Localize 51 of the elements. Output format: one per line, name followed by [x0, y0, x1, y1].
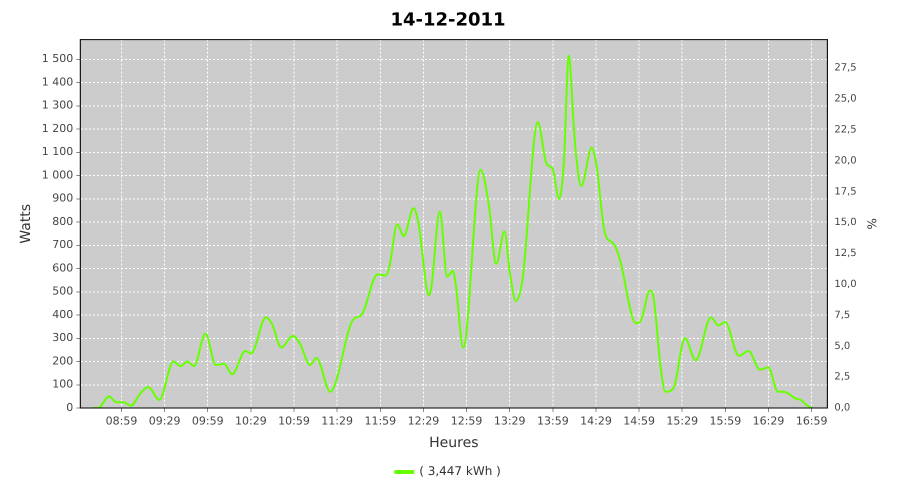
y-tick-label: 300	[52, 331, 74, 344]
y2-tick-label: 25,0	[834, 94, 857, 105]
y2-tick-label: 2,5	[834, 372, 850, 383]
y2-tick-label: 20,0	[834, 155, 857, 166]
y-tick-label: 200	[52, 354, 74, 368]
y-tick-label: 1 200	[42, 122, 74, 135]
y2-axis-title: %	[864, 218, 879, 230]
y2-tick-label: 27,5	[834, 62, 857, 74]
y-tick-label: 1 100	[42, 145, 74, 158]
y-tick-label: 700	[52, 238, 74, 252]
x-tick-label: 11:29	[321, 414, 354, 428]
x-tick-label: 16:29	[752, 414, 784, 428]
y-tick-label: 0	[66, 400, 74, 414]
x-tick-label: 14:59	[623, 414, 655, 428]
x-tick-label: 15:29	[666, 414, 698, 428]
y-tick-label: 1 300	[42, 98, 74, 112]
legend-label: ( 3,447 kWh )	[419, 464, 501, 478]
y-tick-label: 1 500	[42, 52, 74, 66]
x-tick-label: 13:29	[494, 414, 526, 428]
y2-tick-label: 0,0	[834, 402, 850, 414]
x-tick-label: 11:59	[364, 414, 396, 428]
x-tick-label: 12:29	[408, 414, 440, 428]
line-series	[92, 54, 814, 408]
x-tick-label: 09:29	[148, 414, 180, 428]
x-tick-label: 10:59	[278, 414, 310, 428]
y2-tick-label: 17,5	[834, 186, 857, 198]
y-tick-label: 900	[52, 192, 74, 205]
y-tick-label: 800	[52, 214, 74, 228]
y-axis-title: Watts	[18, 204, 34, 244]
x-tick-label: 12:59	[450, 414, 482, 428]
chart-title: 14-12-2011	[390, 9, 506, 30]
y2-tick-label: 5,0	[834, 340, 850, 352]
x-tick-label: 10:29	[235, 414, 267, 428]
y-tick-label: 1 000	[42, 168, 74, 182]
y-tick-label: 600	[52, 261, 74, 274]
x-tick-label: 08:59	[106, 414, 138, 428]
x-tick-label: 16:59	[796, 414, 828, 428]
x-tick-label: 09:59	[192, 414, 224, 428]
x-axis-title: Heures	[429, 435, 478, 452]
y2-tick-label: 15,0	[834, 217, 857, 228]
y-tick-label: 500	[52, 284, 74, 298]
x-tick-label: 14:29	[580, 414, 612, 428]
y-tick-label: 1 400	[42, 75, 74, 88]
y-tick-label: 400	[52, 308, 74, 321]
x-tick-label: 15:59	[710, 414, 742, 428]
y2-tick-label: 12,5	[834, 248, 857, 260]
y2-tick-label: 22,5	[834, 124, 857, 136]
x-tick-label: 13:59	[536, 414, 569, 428]
y2-tick-label: 7,5	[834, 310, 850, 321]
y-tick-label: 100	[52, 378, 74, 391]
y2-tick-label: 10,0	[834, 278, 857, 290]
